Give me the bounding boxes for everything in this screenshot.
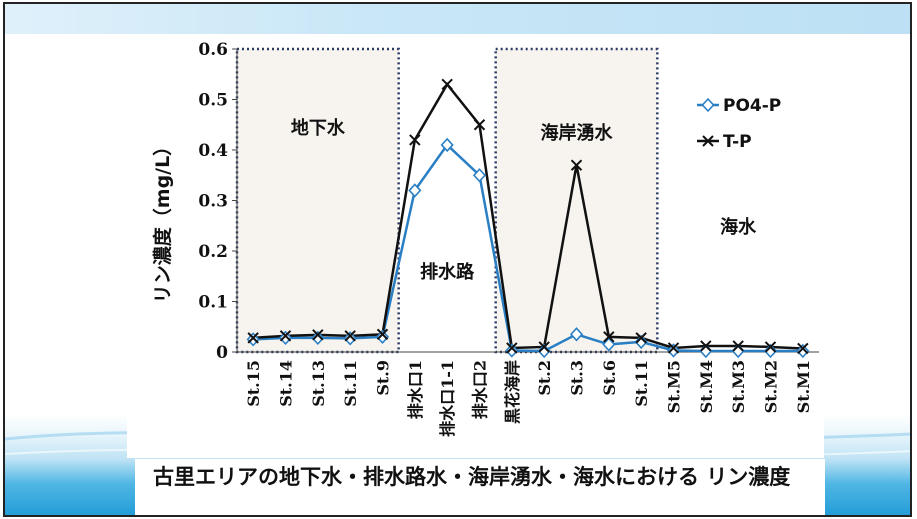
x-tick-label: St.M2 bbox=[762, 360, 781, 413]
y-tick-label: 0.1 bbox=[198, 293, 228, 313]
data-point bbox=[538, 341, 550, 353]
x-tick-label: St.14 bbox=[277, 360, 296, 407]
data-point bbox=[666, 343, 681, 358]
zone-label: 地下水 bbox=[291, 117, 346, 139]
data-point bbox=[763, 343, 778, 359]
data-point bbox=[505, 343, 519, 358]
axes-layer: 0 0.1 0.2 0.3 0.4 0.5 0.6 St.15 St.14 St.13 St.11 S… bbox=[198, 40, 819, 437]
data-point bbox=[408, 183, 422, 198]
slide-caption: 古里エリアの地下水・排水路水・海岸湧水・海水における リン濃度 bbox=[153, 465, 791, 489]
zone-label: 海岸湧水 bbox=[541, 122, 614, 144]
data-point bbox=[472, 168, 487, 183]
zone-label: 排水路 bbox=[420, 261, 475, 283]
data-point bbox=[506, 342, 518, 354]
data-point bbox=[441, 78, 453, 91]
data-point bbox=[732, 340, 744, 352]
data-point bbox=[602, 337, 616, 352]
data-point bbox=[279, 330, 292, 342]
x-tick-label: 排水口1 bbox=[406, 360, 425, 419]
data-point bbox=[797, 342, 809, 355]
x-tick-label: 排水口2 bbox=[471, 360, 490, 419]
x-tick-label: St.M4 bbox=[697, 360, 716, 413]
x-tick-label: St.M5 bbox=[665, 360, 684, 413]
y-tick-label: 0.5 bbox=[198, 91, 228, 111]
data-point bbox=[570, 159, 583, 171]
data-point bbox=[473, 119, 486, 131]
slide-frame: 地下水排水路 海岸湧水海水 0 0.1 0.2 0.3 0.4 0.5 0.6 St.15 St.… bbox=[3, 2, 912, 517]
data-point bbox=[667, 342, 680, 354]
data-point bbox=[635, 332, 647, 344]
slide-top-band bbox=[5, 4, 910, 34]
data-point bbox=[278, 330, 293, 346]
x-tick-label: St.M1 bbox=[794, 360, 813, 413]
y-tick-label: 0 bbox=[216, 343, 228, 363]
data-point bbox=[764, 341, 777, 353]
x-tick-label: St.M3 bbox=[729, 360, 748, 413]
y-tick-label: 0.3 bbox=[198, 192, 228, 212]
zone-box bbox=[494, 47, 659, 354]
x-tick-label: St.15 bbox=[244, 360, 263, 407]
legend: PO4-P T-P bbox=[697, 96, 781, 152]
zone-box bbox=[235, 47, 400, 354]
legend-marker bbox=[702, 135, 714, 147]
legend-label: T-P bbox=[723, 132, 752, 152]
data-point bbox=[700, 340, 712, 352]
data-point bbox=[796, 343, 810, 359]
data-point bbox=[376, 328, 389, 341]
data-point bbox=[440, 137, 454, 153]
chart-panel: 地下水排水路 海岸湧水海水 0 0.1 0.2 0.3 0.4 0.5 0.6 St.15 St.… bbox=[127, 38, 824, 458]
x-tick-label: St.6 bbox=[600, 360, 619, 396]
data-point bbox=[375, 329, 390, 345]
x-tick-label: 排水口1-1 bbox=[438, 360, 457, 437]
data-point bbox=[343, 331, 357, 346]
data-point bbox=[311, 330, 325, 346]
data-point bbox=[409, 134, 421, 146]
data-point bbox=[603, 331, 615, 343]
x-tick-label: St.2 bbox=[535, 360, 554, 396]
data-point bbox=[344, 330, 356, 342]
data-point bbox=[537, 343, 551, 359]
y-tick-label: 0.4 bbox=[198, 141, 228, 161]
y-tick-label: 0.2 bbox=[198, 242, 228, 262]
legend-marker bbox=[701, 97, 715, 113]
data-point bbox=[634, 334, 648, 350]
series-line bbox=[253, 82, 803, 350]
series-layer bbox=[246, 78, 810, 359]
data-point bbox=[247, 332, 259, 344]
x-tick-label: St.3 bbox=[568, 360, 587, 396]
data-point bbox=[569, 327, 584, 342]
x-tick-label: St.13 bbox=[309, 360, 328, 407]
x-tick-label: St.9 bbox=[374, 360, 393, 396]
x-tick-label: St.11 bbox=[632, 360, 651, 407]
y-axis-title: リン濃度（mg/L） bbox=[151, 137, 174, 303]
legend-label: PO4-P bbox=[723, 96, 781, 116]
data-point bbox=[312, 329, 324, 341]
y-tick-label: 0.6 bbox=[198, 40, 228, 60]
x-tick-label: 黒花海岸 bbox=[503, 360, 522, 424]
x-tick-label: St.11 bbox=[341, 360, 360, 407]
caption-box: 古里エリアの地下水・排水路水・海岸湧水・海水における リン濃度 bbox=[135, 459, 825, 515]
zone-label: 海水 bbox=[720, 216, 757, 238]
